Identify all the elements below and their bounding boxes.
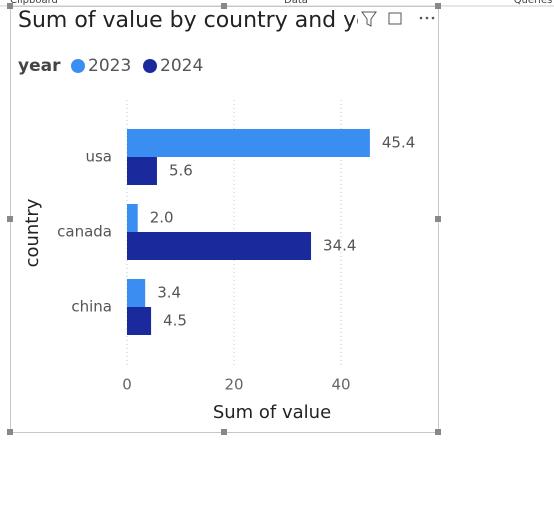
legend-swatch [71, 59, 85, 73]
data-label: 2.0 [150, 209, 174, 227]
y-tick-label: usa [85, 148, 112, 166]
bar [127, 129, 370, 157]
resize-handle[interactable] [435, 3, 441, 9]
more-options-icon[interactable] [419, 16, 435, 20]
legend-label: 2024 [160, 56, 203, 76]
data-label: 3.4 [157, 284, 181, 302]
resize-handle[interactable] [7, 216, 13, 222]
resize-handle[interactable] [435, 429, 441, 435]
focus-icon[interactable] [388, 12, 402, 25]
ribbon-tab: Queries [514, 0, 553, 6]
data-label: 4.5 [163, 312, 187, 330]
data-label: 5.6 [169, 162, 193, 180]
y-axis-title: country [22, 198, 43, 267]
ribbon: Clipboard Data Queries [0, 0, 554, 7]
chart: Sum of value by country and year year 202… [18, 8, 415, 423]
resize-handle[interactable] [7, 429, 13, 435]
resize-handle[interactable] [435, 216, 441, 222]
ribbon-tab: Clipboard [10, 0, 58, 6]
legend-swatch [143, 59, 157, 73]
y-tick-label: china [71, 298, 112, 316]
x-axis-title: Sum of value [213, 402, 331, 423]
visual-header-icons [358, 8, 438, 32]
filter-icon[interactable] [361, 11, 377, 27]
bar [127, 232, 312, 260]
data-label: 45.4 [382, 134, 415, 152]
legend-title: year [18, 56, 61, 76]
resize-handle[interactable] [221, 429, 227, 435]
ribbon-tab: Data [284, 0, 308, 6]
bar [127, 307, 152, 335]
x-tick-label: 20 [224, 376, 243, 394]
bar [127, 279, 146, 307]
resize-handle[interactable] [221, 3, 227, 9]
y-tick-label: canada [57, 223, 112, 241]
data-label: 34.4 [323, 237, 356, 255]
x-tick-label: 0 [122, 376, 132, 394]
bar [127, 204, 138, 232]
ribbon-strip [0, 0, 554, 6]
resize-handle[interactable] [7, 3, 13, 9]
bar [127, 157, 157, 185]
x-tick-label: 40 [331, 376, 350, 394]
legend-label: 2023 [88, 56, 131, 76]
chart-title: Sum of value by country and year [18, 8, 393, 33]
